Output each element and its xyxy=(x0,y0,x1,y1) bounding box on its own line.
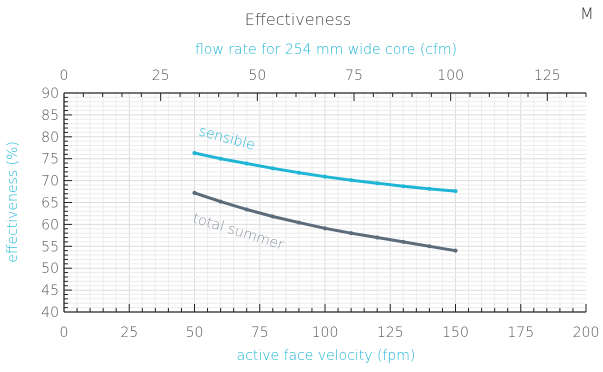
x2-tick-label: 0 xyxy=(60,68,69,84)
series-point-0 xyxy=(218,156,223,161)
x-tick-label: 200 xyxy=(573,325,600,341)
series-point-0 xyxy=(323,174,327,179)
series-point-0 xyxy=(453,189,458,194)
grid xyxy=(64,93,586,312)
series-point-0 xyxy=(244,161,249,166)
series-point-1 xyxy=(375,235,380,240)
series-point-1 xyxy=(270,214,275,219)
series-point-1 xyxy=(218,199,223,204)
y-tick-label: 70 xyxy=(41,174,59,190)
y-tick-label: 45 xyxy=(41,283,59,299)
series-point-0 xyxy=(270,166,275,171)
series-point-1 xyxy=(192,190,197,195)
x-tick-label: 150 xyxy=(442,325,469,341)
y-tick-label: 50 xyxy=(41,261,59,277)
x2-tick-label: 25 xyxy=(152,68,170,84)
axes: 0 25 50 75 100 125 150 175 200 0 25 50 75 100 125 40 45 5… xyxy=(41,68,599,341)
y-tick-label: 80 xyxy=(41,130,59,146)
series-point-0 xyxy=(401,184,406,189)
chart-title: Effectiveness xyxy=(245,10,351,29)
corner-letter: M xyxy=(580,4,594,23)
x2-tick-label: 50 xyxy=(248,68,266,84)
y-tick-label: 55 xyxy=(41,239,59,255)
series-point-1 xyxy=(296,220,301,225)
y-tick-label: 40 xyxy=(41,305,59,321)
y-tick-label: 85 xyxy=(41,108,59,124)
x-tick-label: 175 xyxy=(507,325,534,341)
series-point-0 xyxy=(296,170,301,175)
series-point-1 xyxy=(453,248,458,253)
y-tick-label: 65 xyxy=(41,196,59,212)
x-tick-label: 0 xyxy=(60,325,69,341)
series-point-1 xyxy=(427,244,432,249)
top-axis-label: flow rate for 254 mm wide core (cfm) xyxy=(195,42,457,58)
y-tick-label: 75 xyxy=(41,152,59,168)
x-tick-label: 100 xyxy=(312,325,339,341)
series-point-1 xyxy=(401,239,406,244)
y-tick-label: 90 xyxy=(41,86,59,102)
x2-tick-label: 100 xyxy=(437,68,464,84)
series-point-1 xyxy=(349,231,354,236)
x-tick-label: 75 xyxy=(251,325,269,341)
series-point-1 xyxy=(244,207,249,212)
x2-tick-label: 125 xyxy=(534,68,561,84)
series-point-0 xyxy=(349,178,354,183)
x2-tick-label: 75 xyxy=(345,68,363,84)
x-axis-label: active face velocity (fpm) xyxy=(237,348,416,364)
x-tick-label: 25 xyxy=(120,325,138,341)
series-point-0 xyxy=(427,186,432,191)
series-lines xyxy=(192,151,458,253)
x-tick-label: 50 xyxy=(186,325,204,341)
series-point-0 xyxy=(192,151,197,156)
y-axis-label: effectiveness (%) xyxy=(5,141,21,263)
y-tick-label: 60 xyxy=(41,217,59,233)
series-point-0 xyxy=(375,181,380,186)
series-point-1 xyxy=(323,226,327,231)
x-tick-label: 125 xyxy=(377,325,404,341)
